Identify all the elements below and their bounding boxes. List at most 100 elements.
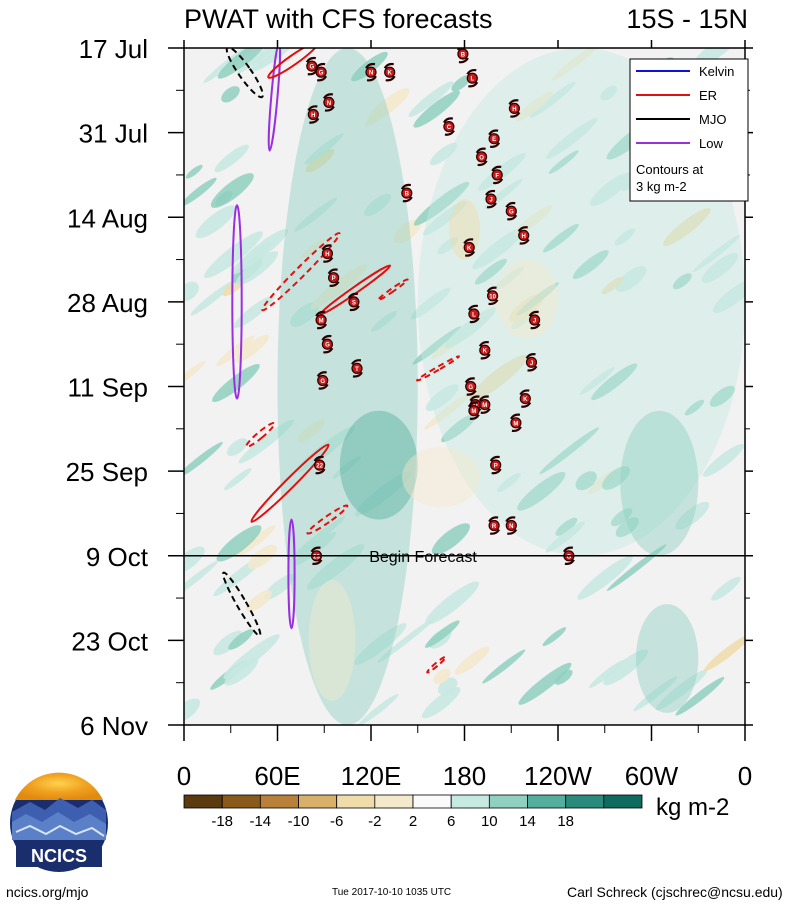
pwat-streak (305, 148, 335, 173)
forecast-marker: Begin Forecast (184, 549, 745, 566)
storm-swirl (477, 160, 488, 167)
pwat-band (635, 604, 699, 713)
storm-swirl (505, 516, 516, 523)
storm-label: H (311, 113, 315, 119)
storm-marker (468, 308, 480, 320)
pwat-streak (517, 471, 566, 511)
storm-label: J (530, 361, 533, 367)
pwat-streak (184, 546, 205, 574)
storm-symbol: O (475, 147, 488, 167)
storm-swirl (321, 334, 332, 341)
pwat-streak (354, 623, 407, 665)
storm-swirl (530, 323, 541, 330)
storm-swirl (478, 395, 489, 402)
storm-label: K (467, 246, 472, 252)
pwat-streak (545, 521, 585, 553)
y-tick-label: 17 Jul (79, 34, 148, 64)
storm-swirl (323, 256, 334, 263)
storm-swirl (366, 75, 377, 82)
storm-symbol: B (456, 48, 469, 64)
storm-swirl (480, 408, 491, 414)
storm-swirl (313, 455, 324, 462)
legend-label: MJO (699, 112, 726, 127)
colorbar-label: -10 (288, 813, 310, 830)
storm-label: H (512, 107, 516, 113)
contours-layer (222, 48, 460, 674)
pwat-streak (292, 516, 346, 558)
pwat-streak (233, 296, 274, 329)
mjo-contour (222, 571, 262, 637)
pwat-band (308, 580, 356, 701)
storm-label: K (483, 349, 488, 355)
y-tick-label: 25 Sep (66, 457, 148, 487)
storm-swirl (491, 165, 502, 172)
storm-swirl (349, 305, 360, 312)
storm-label: H (522, 234, 526, 240)
er-contour (319, 264, 392, 316)
legend-label: Low (699, 136, 723, 151)
storm-swirl (525, 353, 536, 359)
pwat-streak (297, 419, 326, 443)
storm-symbol: C (442, 117, 455, 136)
pwat-streak (554, 669, 573, 685)
storm-marker (457, 48, 469, 60)
storm-marker (315, 66, 327, 78)
storm-marker (519, 393, 531, 405)
storm-symbol: K (463, 238, 476, 257)
storm-swirl (562, 546, 574, 553)
storm-label: G (320, 379, 325, 385)
storm-symbol: H (321, 244, 334, 263)
pwat-streak (364, 193, 392, 217)
pwat-streak (226, 438, 248, 456)
x-tick-label: 0 (738, 761, 752, 791)
storm-swirl (564, 559, 575, 566)
y-tick-label: 23 Oct (71, 626, 148, 656)
pwat-streak (497, 472, 521, 493)
colorbar-swatch (183, 794, 223, 809)
storm-swirl (463, 238, 474, 245)
storm-label: T (355, 367, 359, 373)
storm-symbol: K (519, 389, 532, 408)
footer-timestamp: Tue 2017-10-10 1035 UTC (332, 887, 452, 898)
pwat-streak (542, 627, 567, 647)
pwat-streak (451, 75, 471, 92)
storm-symbol: M (315, 310, 328, 330)
pwat-streak (600, 85, 618, 101)
storm-label: R (492, 524, 497, 530)
storm-swirl (507, 214, 518, 221)
storm-symbol: R (488, 516, 501, 535)
pwat-streak (234, 334, 270, 363)
storm-swirl (493, 178, 504, 185)
storm-marker (365, 66, 377, 78)
pwat-band (339, 410, 418, 520)
pwat-streak (572, 250, 609, 280)
storm-swirl (329, 281, 340, 287)
pwat-streak (672, 273, 692, 290)
storm-marker (488, 519, 500, 532)
pwat-streak (410, 287, 451, 320)
colorbar-swatch (565, 794, 605, 809)
pwat-streak (215, 335, 255, 367)
storm-swirl (510, 111, 521, 118)
storm-marker (321, 247, 333, 260)
colorbar-swatch (412, 794, 452, 809)
y-tick-label: 28 Aug (67, 288, 148, 318)
pwat-streak (393, 219, 422, 244)
pwat-streak (684, 399, 705, 416)
pwat-streak (675, 677, 725, 716)
storm-label: S (352, 300, 356, 306)
y-tick-label: 6 Nov (80, 711, 148, 741)
pwat-streak (216, 525, 262, 562)
pwat-streak (548, 150, 579, 174)
axes: 17 Jul 31 Jul 14 Aug 28 Aug 11 Sep 25 Sep 9 Oc… (66, 34, 753, 791)
pwat-streak (709, 385, 735, 407)
pwat-streak (615, 517, 639, 538)
er-contour (426, 655, 447, 674)
storm-label: H (325, 252, 329, 258)
storm-swirl (318, 383, 329, 390)
pwat-streak (425, 384, 459, 412)
pwat-streak (376, 616, 437, 664)
storm-swirl (305, 56, 316, 63)
colorbar-label: -2 (368, 813, 381, 830)
colorbar-label: -14 (249, 813, 271, 830)
